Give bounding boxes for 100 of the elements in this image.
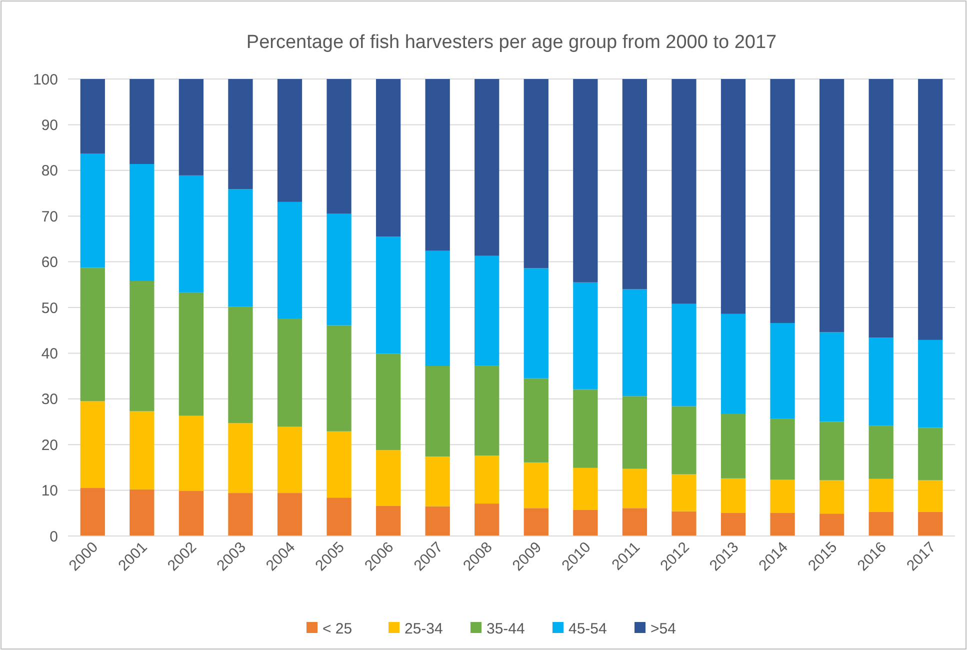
bar [918,480,943,512]
bar [622,289,648,396]
bar [80,79,105,154]
bar [524,508,548,536]
bar [622,396,648,469]
bar [277,493,302,536]
bar [130,280,154,412]
bar [376,79,401,237]
bar [672,304,696,406]
bar [474,504,500,536]
bar [672,79,696,304]
bar [425,366,450,456]
bar [573,510,598,536]
bar [770,512,795,536]
bar [573,282,598,390]
bar [376,506,401,536]
bar [228,423,253,494]
bar [178,490,204,536]
bar [918,428,943,480]
bar [672,474,696,512]
bar [868,426,894,479]
y-tick-label: 30 [41,391,58,408]
bar [277,79,302,202]
bar [178,79,204,176]
bar [573,468,598,510]
bar [573,389,598,468]
legend-label: 25-34 [404,620,443,638]
y-tick-label: 100 [32,71,58,88]
bar [918,79,943,340]
y-tick-label: 60 [41,254,58,272]
bar [474,256,500,366]
bar [130,164,154,281]
bar [376,236,401,354]
bar [622,508,648,536]
bar [277,426,302,494]
bar [819,514,844,536]
bar [819,332,844,422]
y-tick-label: 70 [41,208,58,226]
bar [720,314,746,414]
bar [425,456,450,506]
bar [524,268,548,378]
bar [228,189,253,307]
bar [524,378,548,462]
bar [80,488,105,536]
bar [178,175,204,292]
bar [524,462,548,508]
bar [326,498,352,536]
bar [425,250,450,366]
bar [819,480,844,514]
legend-label: 45-54 [568,620,607,638]
bar [868,338,894,426]
y-tick-label: 20 [41,436,58,454]
bar [474,79,500,256]
bar [622,79,648,290]
bar [130,411,154,490]
y-tick-label: 40 [41,345,58,362]
y-tick-label: 90 [41,116,58,134]
bar [80,401,105,488]
bar [228,79,253,190]
bar [770,79,795,324]
bar [130,489,154,536]
bar [376,450,401,506]
bar [720,512,746,536]
bar [80,153,105,268]
bar [130,79,154,164]
bar [80,268,105,402]
bar [720,414,746,478]
y-tick-label: 50 [41,300,58,317]
bar [819,422,844,480]
bar [868,478,894,512]
bar [178,292,204,416]
legend-label: >54 [650,620,676,638]
bar [918,512,943,536]
bar [425,506,450,536]
bar [524,79,548,268]
bar [720,478,746,513]
y-tick-label: 80 [41,162,58,180]
bar [918,340,943,428]
bar [277,318,302,427]
bar [425,79,450,251]
bar [672,511,696,536]
y-tick-label: 0 [50,528,58,546]
bar [868,79,894,338]
bar [228,493,253,536]
bar [277,202,302,319]
bar [770,480,795,513]
bar [868,512,894,536]
bar [228,306,253,424]
bar [720,79,746,314]
bar [326,79,352,214]
y-tick-label: 10 [41,482,58,500]
bar [622,468,648,508]
bar [770,323,795,419]
bar [573,79,598,282]
bar [474,456,500,504]
bar [672,406,696,474]
bar [178,416,204,491]
legend-label: < 25 [322,620,352,638]
bar [819,79,844,332]
bar [474,366,500,456]
